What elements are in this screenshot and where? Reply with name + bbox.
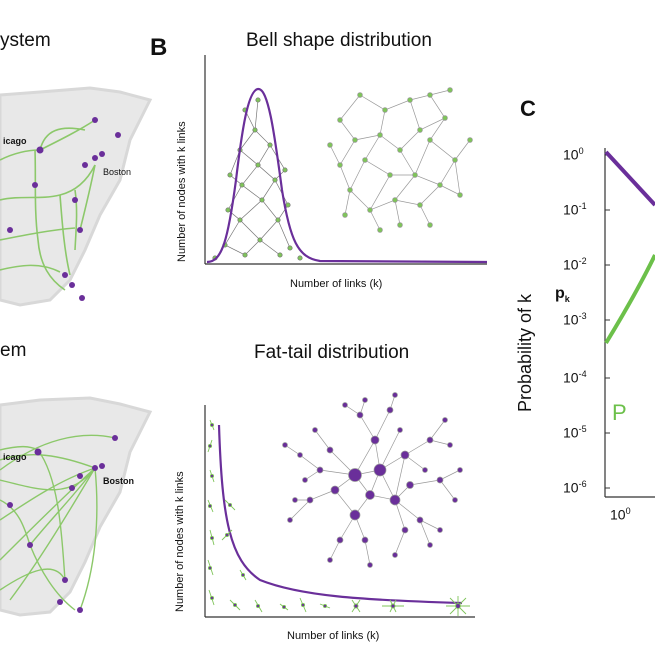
panel-c-x-tick: 100 — [610, 506, 631, 523]
panel-b-letter: B — [150, 34, 168, 61]
y-tick-base: 10 — [563, 311, 579, 328]
scale-free-network — [282, 392, 463, 568]
us-map-bottom-nodes — [7, 435, 118, 613]
y-tick-label: 10-6 — [563, 479, 587, 496]
y-tick-exp: -5 — [578, 424, 587, 434]
random-network — [327, 87, 473, 233]
city-label-boston-bottom: Boston — [103, 476, 134, 486]
panel-b-bottom-axes — [204, 405, 475, 618]
pk-p: p — [555, 285, 565, 302]
panel-b-bottom-xlabel: Number of links (k) — [287, 630, 380, 642]
y-tick-exp: -6 — [578, 479, 587, 489]
panel-c-axes — [604, 148, 655, 498]
y-tick-base: 10 — [563, 201, 579, 218]
y-tick-base: 10 — [563, 146, 579, 163]
fat-tail-small-stars — [207, 419, 470, 616]
panel-c-letter: C — [520, 96, 536, 121]
panel-c-tick-marks — [605, 154, 610, 489]
panel-c-green-line — [604, 254, 655, 345]
y-tick-label: 10-2 — [563, 256, 587, 273]
x-tick-base: 10 — [610, 506, 626, 523]
us-map-top-nodes — [7, 117, 121, 301]
y-tick-exp: -4 — [578, 369, 587, 379]
panel-c-purple-line — [604, 150, 655, 207]
us-map-bottom-edges — [0, 434, 116, 611]
y-tick-label: 10-4 — [563, 369, 587, 386]
y-tick-label: 100 — [563, 146, 584, 163]
panel-a-bottom-title: em — [0, 340, 27, 361]
y-tick-base: 10 — [563, 479, 579, 496]
y-tick-label: 10-1 — [563, 201, 587, 218]
y-tick-exp: -2 — [578, 256, 587, 266]
city-label-chicago-bottom: icago — [3, 452, 27, 462]
y-tick-base: 10 — [563, 256, 579, 273]
panel-c-pk-label: pk — [555, 285, 570, 304]
y-tick-exp: -1 — [578, 201, 587, 211]
panel-a-top-title: ystem — [0, 30, 51, 51]
city-label-boston-top: Boston — [103, 167, 132, 177]
y-tick-label: 10-5 — [563, 424, 587, 441]
y-tick-base: 10 — [563, 424, 579, 441]
y-tick-label: 10-3 — [563, 311, 587, 328]
y-tick-exp: -3 — [578, 311, 587, 321]
x-tick-exp: 0 — [625, 506, 631, 516]
panel-b-top-title: Bell shape distribution — [246, 30, 432, 51]
y-tick-base: 10 — [563, 369, 579, 386]
panel-b-bottom-title: Fat-tail distribution — [254, 342, 410, 363]
pk-sub: k — [564, 294, 570, 305]
bell-curve — [206, 87, 488, 264]
panel-b-top-xlabel: Number of links (k) — [290, 278, 383, 290]
y-tick-exp: 0 — [578, 146, 584, 156]
city-label-chicago-top: icago — [3, 136, 27, 146]
panel-c-green-letter: P — [612, 400, 627, 425]
panel-b-top-axes — [204, 55, 487, 265]
fat-tail-curve — [217, 424, 463, 605]
